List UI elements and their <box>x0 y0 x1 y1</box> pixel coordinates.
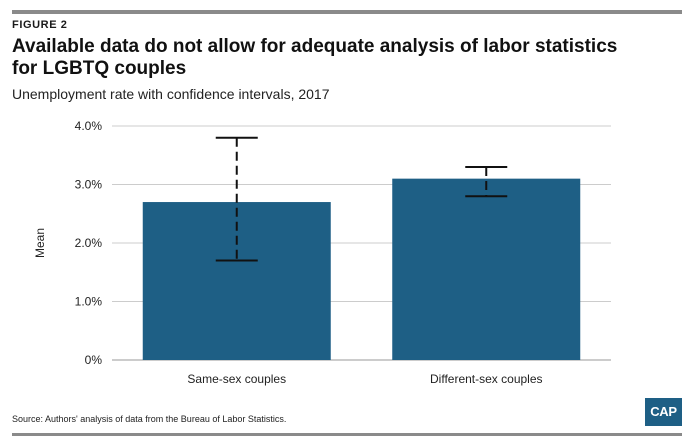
chart-title: Available data do not allow for adequate… <box>12 36 618 79</box>
top-rule <box>12 10 682 14</box>
y-axis-label: Mean <box>33 228 47 258</box>
figure-label: FIGURE 2 <box>12 19 68 31</box>
y-tick-label: 2.0% <box>75 236 103 250</box>
bar <box>392 178 581 360</box>
y-tick-label: 1.0% <box>75 295 103 309</box>
bottom-rule <box>12 433 682 436</box>
y-tick-label: 4.0% <box>75 119 103 133</box>
source-note: Source: Authors' analysis of data from t… <box>12 414 287 424</box>
y-tick-label: 0% <box>85 353 103 367</box>
x-tick-label: Different-sex couples <box>430 372 543 386</box>
cap-logo: CAP <box>645 398 682 426</box>
chart-subtitle: Unemployment rate with confidence interv… <box>12 86 330 102</box>
x-tick-label: Same-sex couples <box>187 372 286 386</box>
y-tick-label: 3.0% <box>75 178 103 192</box>
